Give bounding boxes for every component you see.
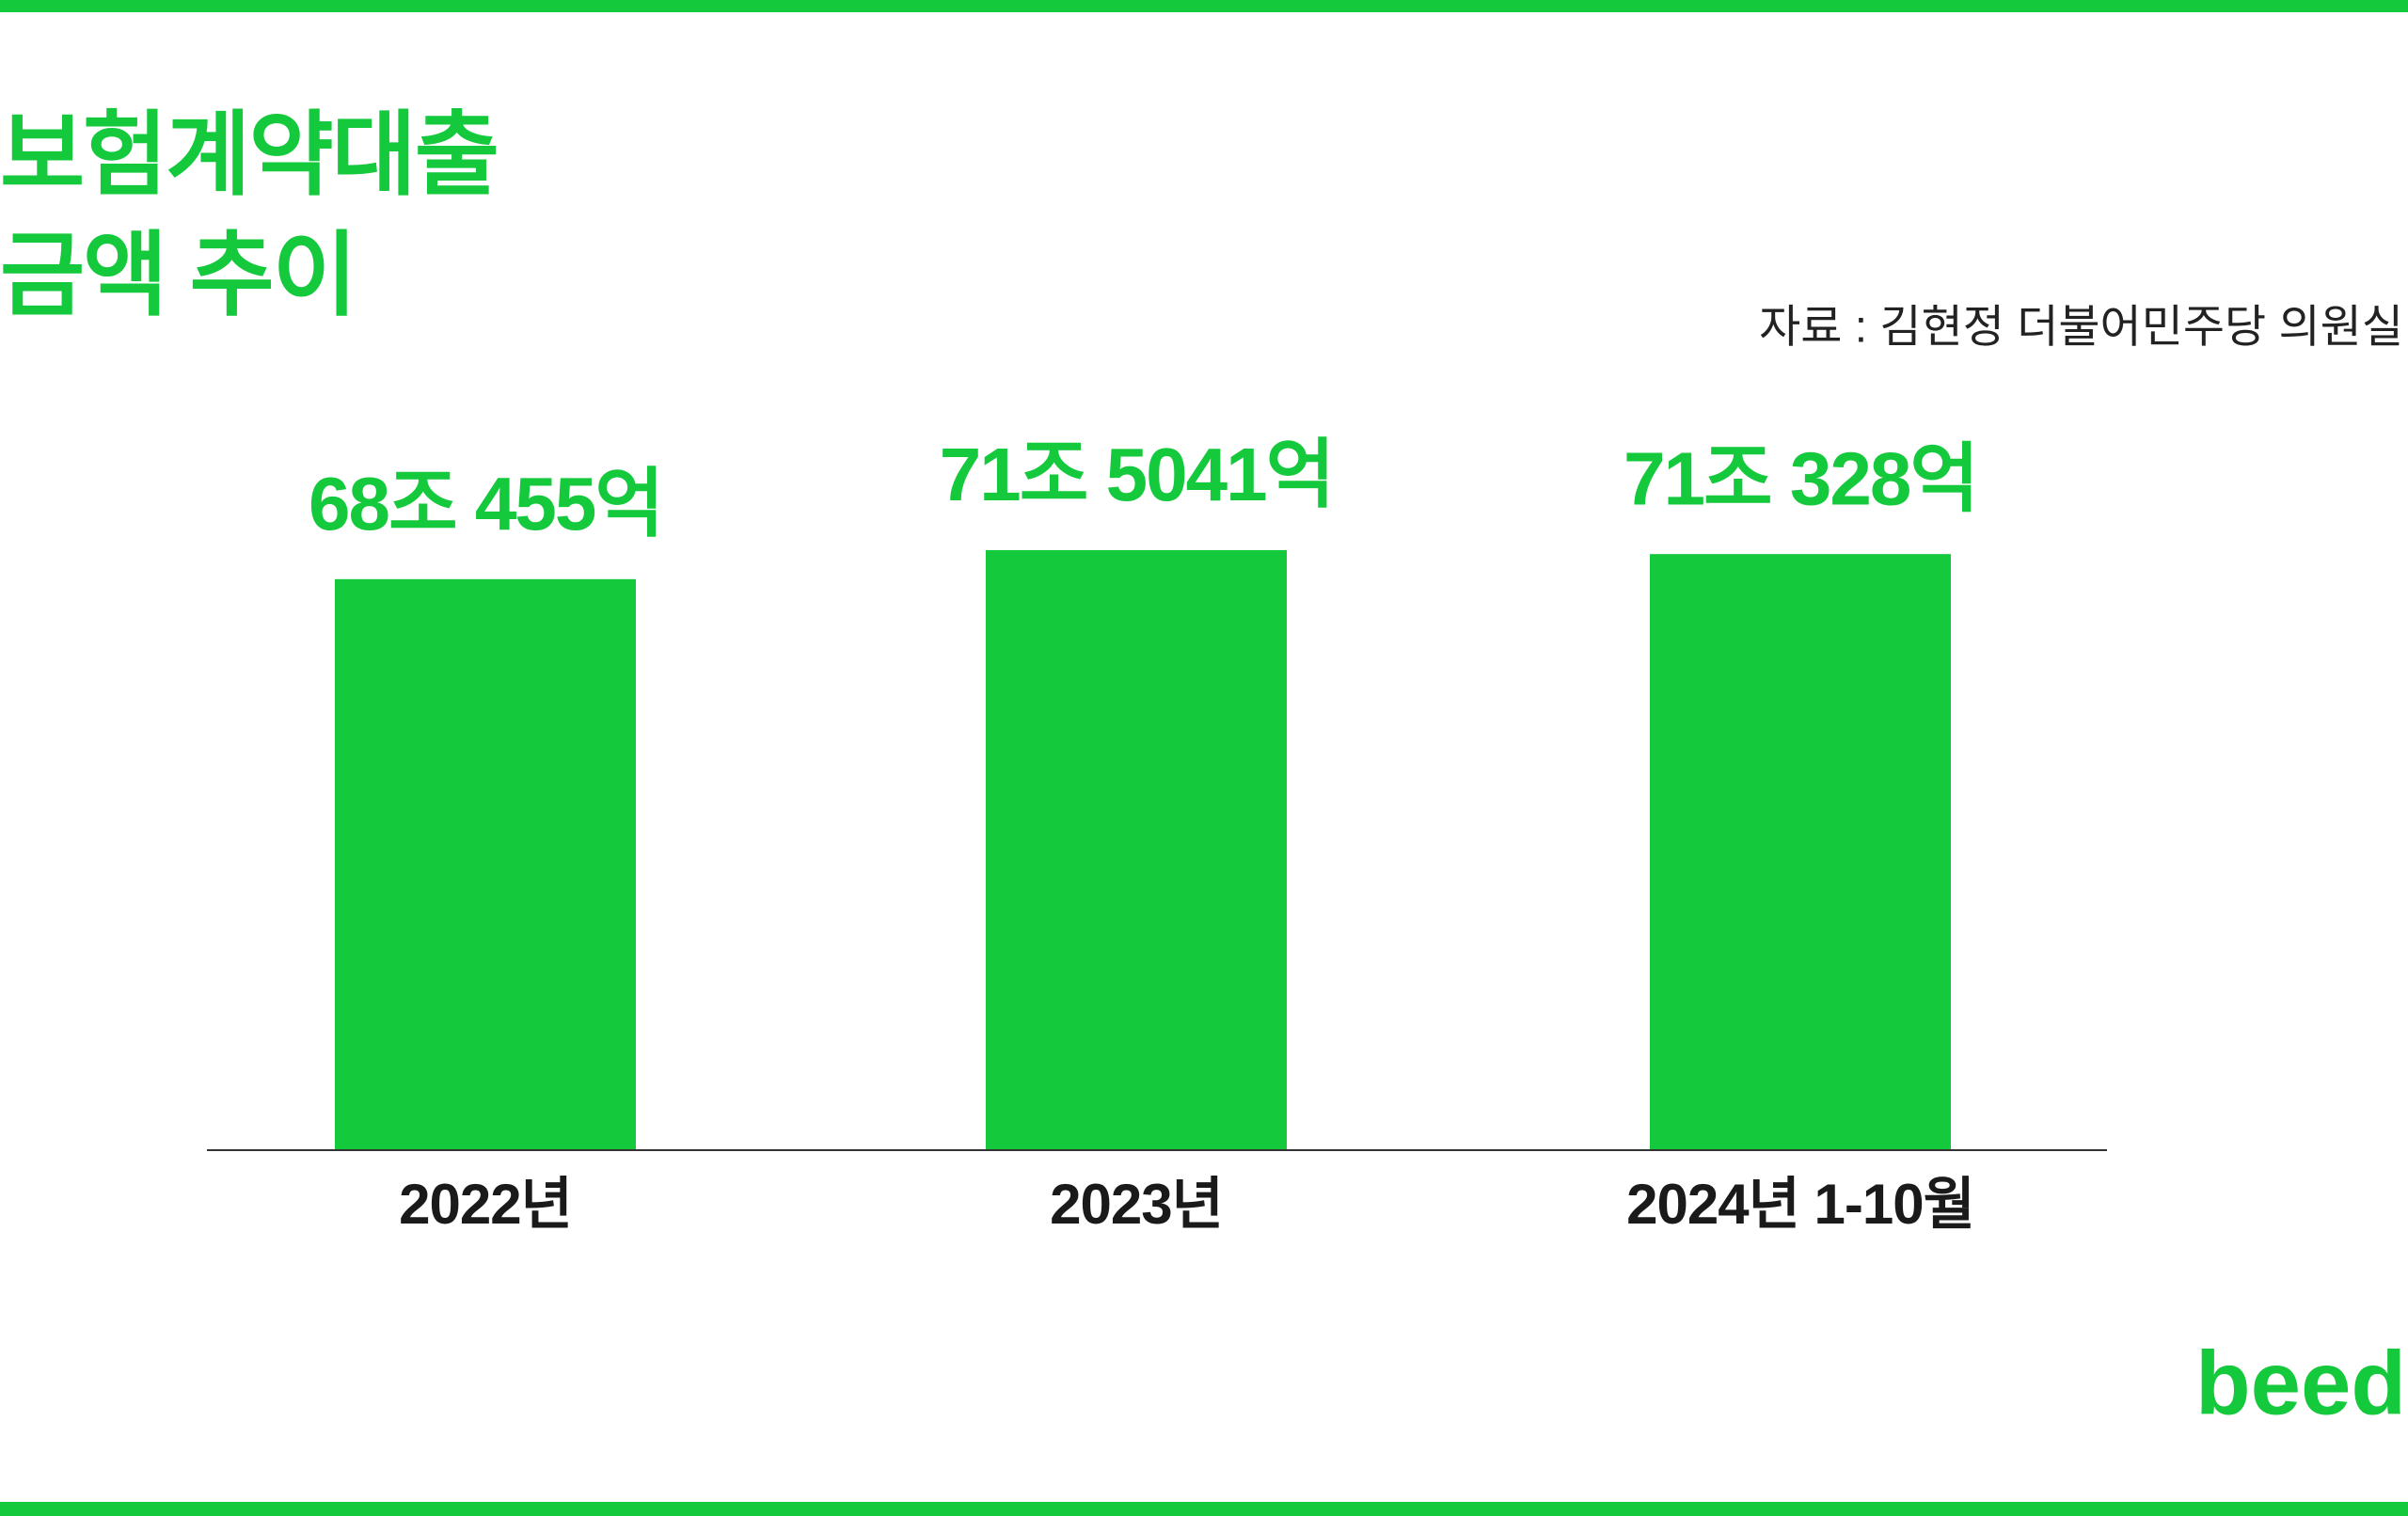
- x-tick-label: 2024년 1-10월: [1626, 1173, 1974, 1236]
- chart-title: 보험계약대출 금액 추이: [0, 103, 499, 326]
- value-label: 71조 328억: [1624, 436, 1977, 520]
- source-note: 자료 : 김현정 더불어민주당 의원실: [1759, 303, 2403, 353]
- value-label: 71조 5041억: [940, 433, 1333, 516]
- bar: [335, 578, 636, 1150]
- x-tick-label: 2022년: [399, 1173, 572, 1236]
- value-label: 68조 455억: [309, 462, 662, 545]
- x-tick-label: 2023년: [1050, 1173, 1223, 1236]
- logo: beed: [2195, 1333, 2406, 1433]
- bottom-band: [0, 1502, 2408, 1516]
- bar: [1650, 554, 1951, 1150]
- bar: [986, 549, 1287, 1150]
- top-band: [0, 0, 2408, 12]
